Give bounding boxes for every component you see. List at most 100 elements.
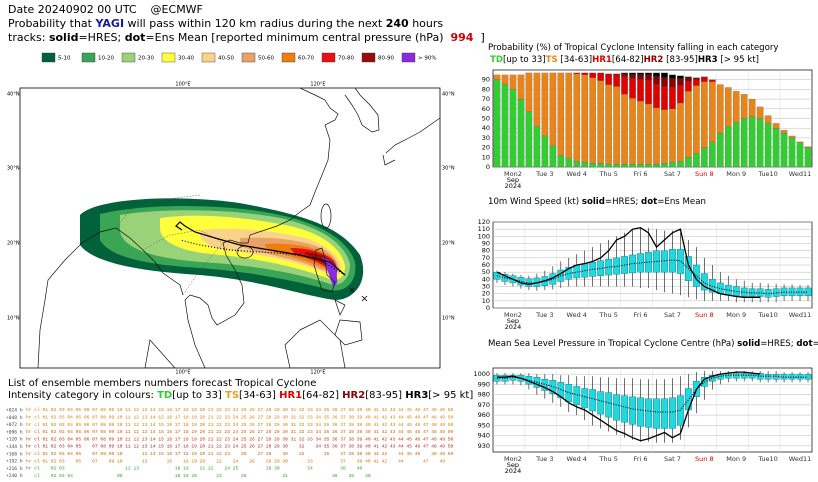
bar-segment [669,74,676,79]
bar-segment [629,163,636,168]
row-label: +168 h [6,451,23,457]
coastline [382,117,440,166]
x-tick-label: Fri 6 [634,455,648,463]
x-tick-label: Tue 3 [535,455,553,463]
y-tick-label: 990 [478,380,490,388]
bar-segment [764,115,772,124]
header-line-part: will pass within 120 km radius during th… [124,17,386,30]
legend-label: 30-40 [178,56,194,62]
box [613,394,621,421]
legend-label: 50-60 [258,56,274,62]
x-tick-label: Mon2 [504,455,522,463]
chart-title-part: 10m Wind Speed (kt) [488,197,582,207]
x-tick-label: Wed11 [789,170,811,178]
bar-segment [621,163,628,168]
y-tick-label: 20 [482,290,490,298]
bar-segment [637,74,644,80]
bar-segment [517,98,525,168]
box [796,287,804,297]
x-tick-label: Sun 8 [695,170,714,178]
y-tick-label: 100 [478,232,490,240]
legend-name: TD [490,55,503,65]
bar-segment [709,79,716,82]
legend-label: 70-80 [338,56,354,62]
list-intensity-part: HR3 [405,390,428,401]
legend-label: 5-10 [58,56,71,62]
bar-segment [677,78,684,86]
x-tick-label: Sun 8 [695,455,714,463]
box [764,289,772,298]
bar-segment [597,72,604,81]
row-label: +216 h [6,466,23,472]
taiwan [320,203,332,229]
box [493,374,501,382]
y-tick-label: 40 [482,275,490,283]
coastline [184,88,339,368]
x-tick-label: Wed11 [789,455,811,463]
box [756,288,764,297]
bar-segment [597,163,604,168]
x-tick-label: Fri 6 [634,311,648,319]
bar-segment [732,122,740,168]
legend-label: 60-70 [298,56,314,62]
bar-segment [629,98,636,165]
legend-swatch [361,52,376,63]
row-label: +120 h [6,437,23,443]
y-tick-label: 960 [478,411,490,419]
box [661,250,668,273]
legend-label: > 90% [418,56,437,62]
box [493,271,501,280]
row-members: hr cl 01 02 03 04 05 07 08 09 10 13 14 1… [26,451,454,457]
y-tick-label: 20 [482,144,490,152]
y-tick-label: 70 [482,95,490,103]
box [597,260,605,276]
bar-segment [565,158,573,168]
row-members: hr cl 01 02 03 05 07 09 10 13 16 18 19 2… [26,458,445,464]
header-line-part: ] [473,31,484,44]
bar-segment [493,74,501,80]
bar-segment [605,163,612,168]
bar-segment [661,77,668,87]
legend-swatch [121,52,136,63]
box [605,259,613,276]
legend-label: 40-50 [218,56,234,62]
bar-segment [605,73,612,75]
box [621,395,628,423]
bar-segment [565,72,573,159]
header-line: tracks: solid=HRES; dot=Ens Mean [report… [8,31,485,44]
list-intensity-part: TD [157,390,172,401]
lat-label: 30°N [7,166,20,172]
lon-label: 100°E [175,82,190,88]
row-members: cl 02 03 04 09 18 19 20 23 26 31 36 38 4… [26,473,371,479]
box [605,392,613,418]
bar-segment [804,147,812,168]
bar-segment [645,80,652,105]
row-label: +192 h [6,459,23,465]
box [796,373,804,380]
list-intensity-part: [> 95 kt] [428,390,473,401]
lat-label: 10°N [7,316,20,322]
bar-segment [629,72,636,75]
row-members: hr cl 01 02 03 04 05 06 07 08 09 10 11 1… [26,436,454,442]
border [115,194,224,296]
bar-segment [677,75,684,79]
lat-label: 40°N [7,92,20,98]
y-tick-label: 80 [482,85,490,93]
bar-segment [653,76,660,85]
legend-range: [up to 33] [503,55,546,65]
bar-segment [629,78,636,99]
bar-segment [716,84,724,134]
box [692,264,700,287]
bar-segment [613,73,620,75]
list-title: List of ensemble members numbers forecas… [8,378,316,389]
bar-segment [613,163,620,168]
x-tick-label: Tue10 [757,455,777,463]
bar-segment [693,153,700,168]
lon-label: 120°E [310,370,325,376]
chart-title: 10m Wind Speed (kt) solid=HRES; dot=Ens … [488,197,706,207]
y-tick-label: 1000 [473,370,490,378]
legend-range: [64-82] [612,55,644,65]
lat-label: 30°N [442,166,455,172]
bar-segment [653,107,660,165]
y-tick-label: 90 [482,240,490,248]
